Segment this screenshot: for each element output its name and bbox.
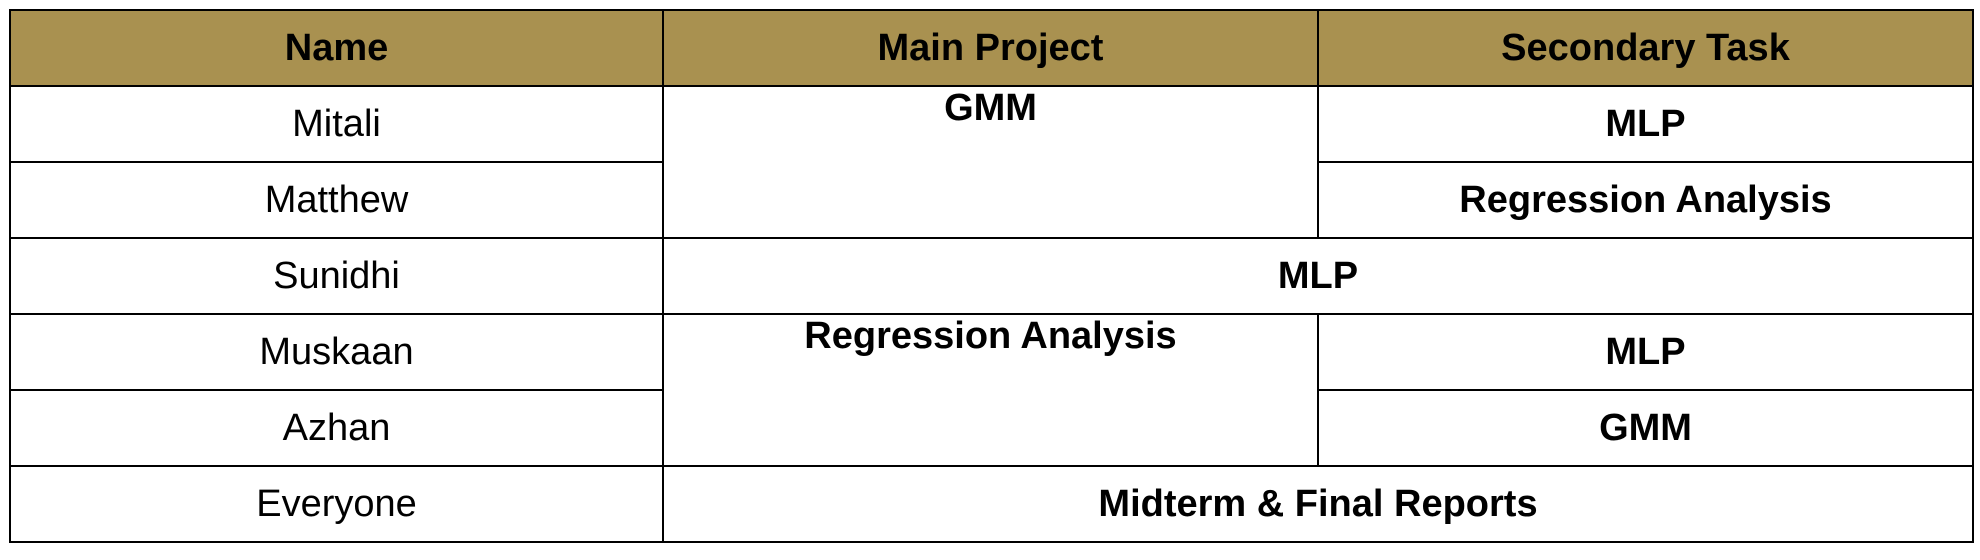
name-cell: Matthew <box>9 161 664 239</box>
table-header: Name Main Project Secondary Task <box>9 9 1974 87</box>
main-project-cell: GMM <box>662 85 1319 239</box>
name-cell: Everyone <box>9 465 664 543</box>
name-cell: Sunidhi <box>9 237 664 315</box>
table-row: Azhan GMM <box>9 389 1974 467</box>
main-project-cell: Midterm & Final Reports <box>662 465 1974 543</box>
table-row: Matthew Regression Analysis <box>9 161 1974 239</box>
secondary-task-cell: MLP <box>1317 85 1974 163</box>
table-row: Sunidhi MLP <box>9 237 1974 315</box>
assignment-table: Name Main Project Secondary Task Mitali … <box>9 9 1974 543</box>
header-main-project: Main Project <box>662 9 1319 87</box>
name-cell: Muskaan <box>9 313 664 391</box>
table-row: Mitali GMM MLP <box>9 85 1974 239</box>
secondary-task-cell: Regression Analysis <box>1317 161 1974 239</box>
header-row: Name Main Project Secondary Task <box>9 9 1974 87</box>
main-project-cell: MLP <box>662 237 1974 315</box>
secondary-task-cell: MLP <box>1317 313 1974 391</box>
name-cell: Azhan <box>9 389 664 467</box>
table-row: Muskaan Regression Analysis MLP <box>9 313 1974 467</box>
name-cell: Mitali <box>9 85 664 163</box>
table-row: Everyone Midterm & Final Reports <box>9 465 1974 543</box>
secondary-task-cell: GMM <box>1317 389 1974 467</box>
main-project-cell: Regression Analysis <box>662 313 1319 467</box>
header-name: Name <box>9 9 664 87</box>
header-secondary-task: Secondary Task <box>1317 9 1974 87</box>
table-body: Mitali GMM MLP Matthew Regression Analys… <box>9 85 1974 543</box>
